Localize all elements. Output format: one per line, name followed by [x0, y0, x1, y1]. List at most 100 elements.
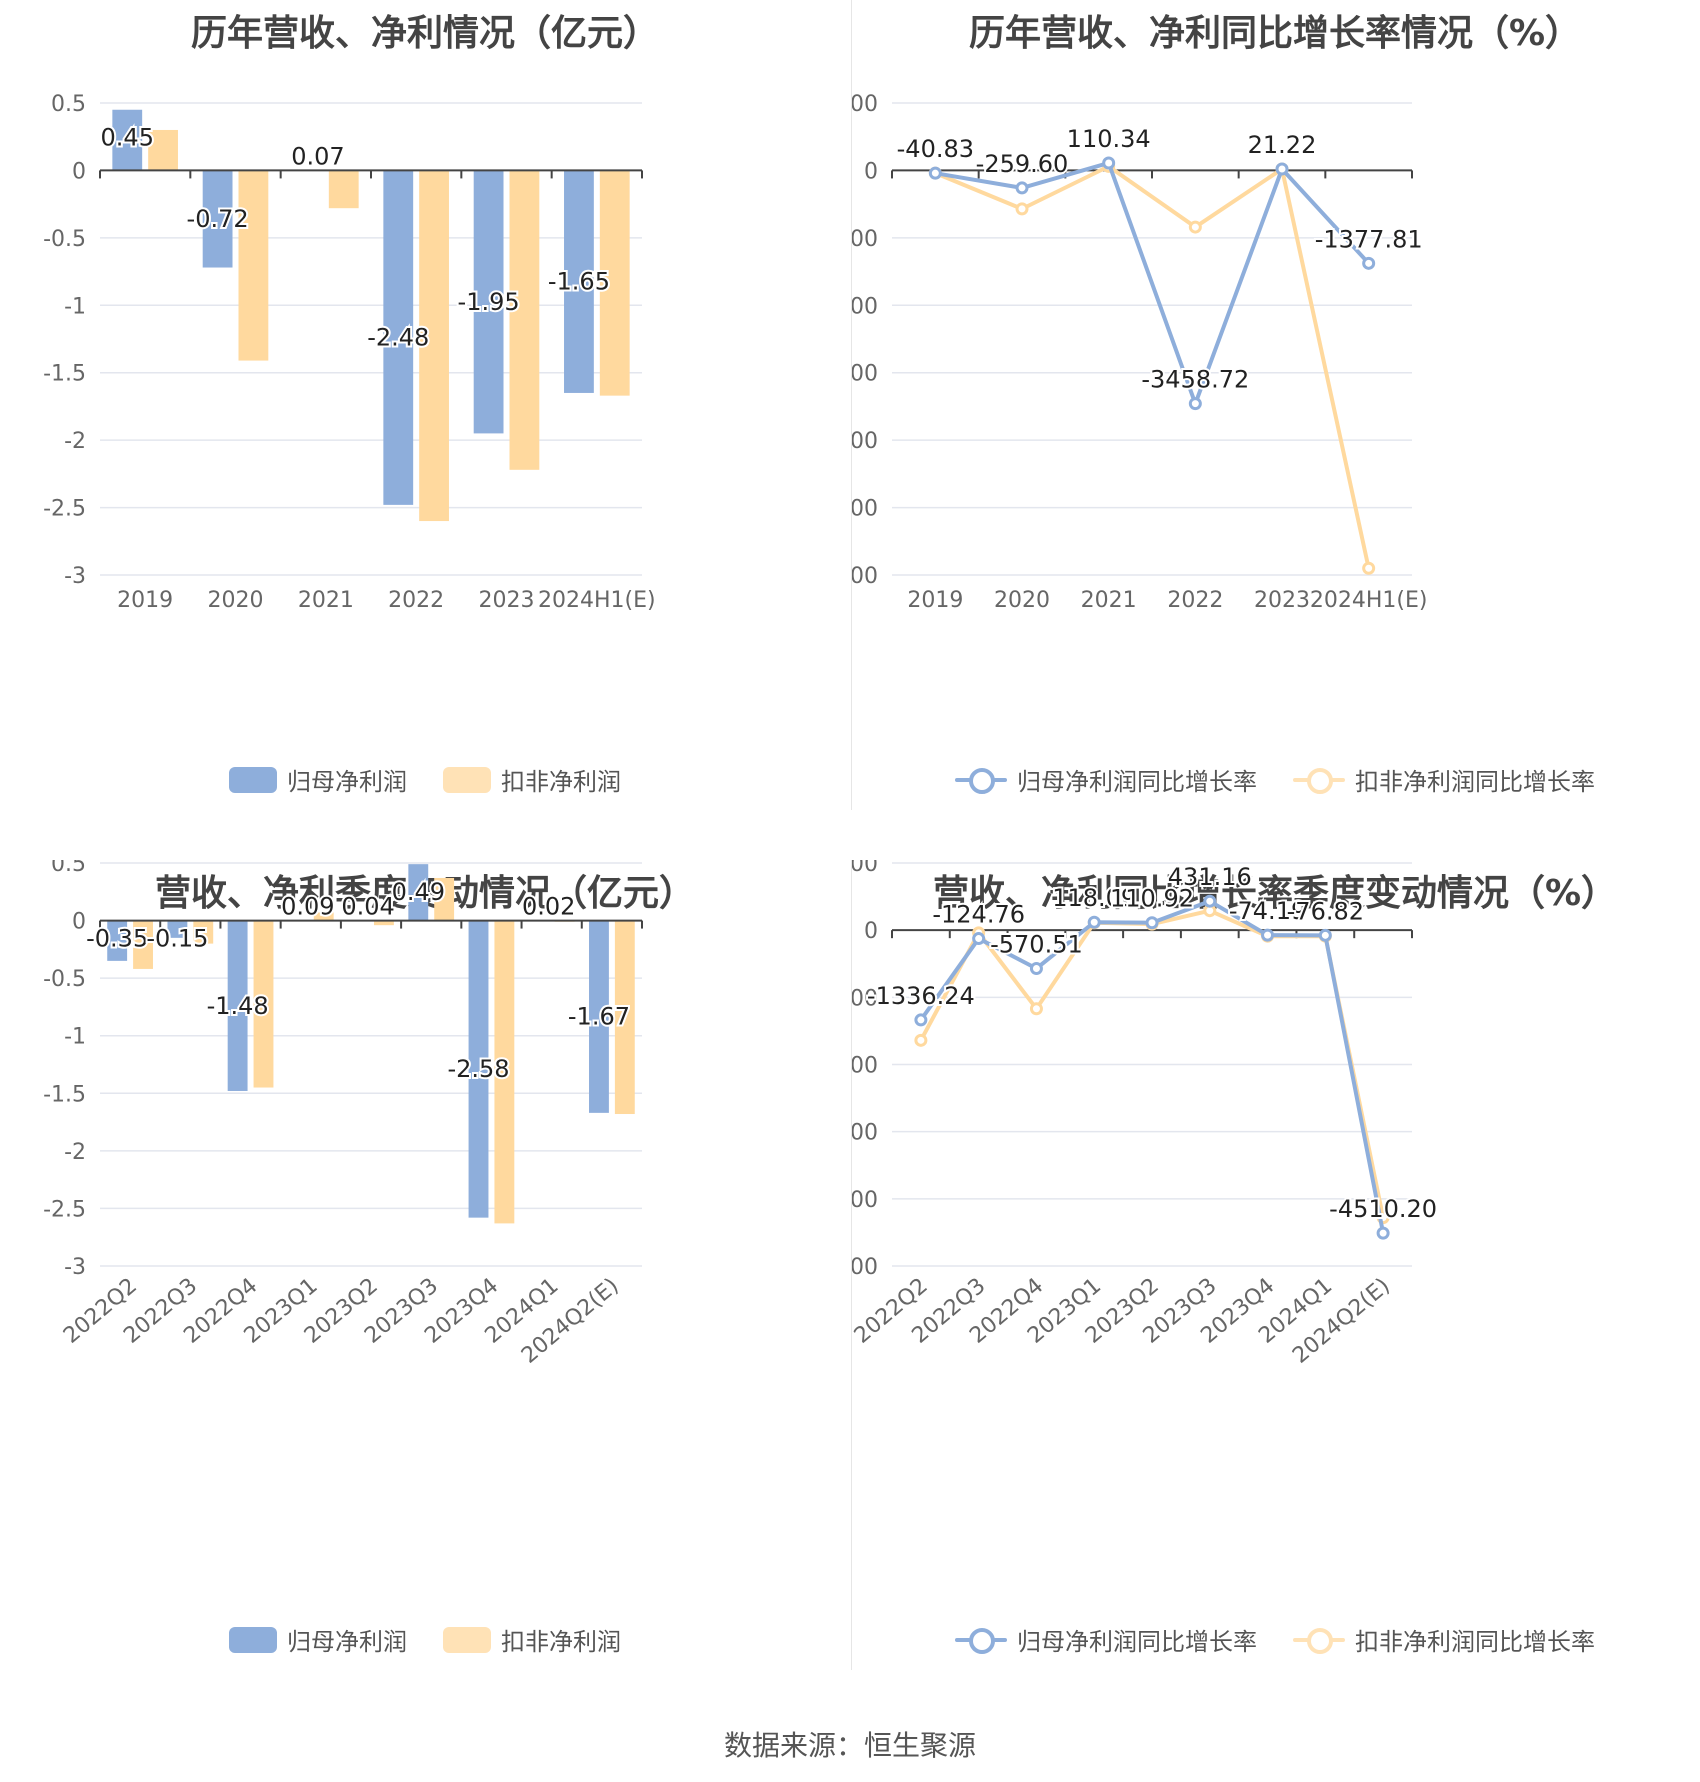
- data-label: 110.34: [1067, 125, 1151, 153]
- y-tick-label: -3: [64, 1255, 86, 1280]
- legend-label: 扣非净利润: [501, 1628, 621, 1656]
- data-label: -2.58: [447, 1055, 509, 1083]
- data-label: -1.48: [207, 992, 269, 1020]
- point-series1: [1376, 1226, 1390, 1240]
- legend-item-series1[interactable]: 归母净利润同比增长率: [955, 1622, 1257, 1657]
- point-series1: [1275, 162, 1289, 176]
- data-label: -4510.20: [1329, 1195, 1437, 1223]
- x-tick-label: 2021: [298, 588, 354, 613]
- point-series1: [1015, 181, 1029, 195]
- x-tick-label: 2024H1(E): [538, 588, 656, 613]
- bar-series2: [494, 920, 515, 1224]
- legend-item-series2[interactable]: 扣非净利润同比增长率: [1293, 1622, 1595, 1657]
- point-series1: [1362, 256, 1376, 270]
- bar-series1: [227, 920, 248, 1091]
- point-series2: [914, 1033, 928, 1047]
- data-label: 0.07: [291, 142, 344, 170]
- data-label: -1336.24: [867, 982, 975, 1010]
- bar-chart-annual-profit: 0.5 0 -0.5 -1 -1.5 -2 -2.5 -3 2019 2020 2021 2022 20…: [43, 92, 656, 613]
- legend-item-series2[interactable]: 扣非净利润: [443, 762, 621, 797]
- point-series2: [1015, 202, 1029, 216]
- chart-panel-annual-growth: 历年营收、净利同比增长率情况（%） 1,000 0 -1,000 -2,000 -3,0…: [850, 0, 1700, 860]
- chart-panel-quarterly-growth: 营收、净利同比增长率季度变动情况（%） 1,000 0 -1,000 -2,000 -3…: [850, 860, 1700, 1720]
- legend-item-series1[interactable]: 归母净利润同比增长率: [955, 762, 1257, 797]
- point-series1: [1145, 916, 1159, 930]
- chart-title: 历年营收、净利同比增长率情况（%）: [968, 13, 1582, 54]
- bar-series2: [313, 912, 334, 921]
- point-series1: [1102, 156, 1116, 170]
- data-label: -1.67: [568, 1003, 630, 1031]
- x-tick-label: 2020: [994, 588, 1050, 613]
- line-series1: [934, 160, 1371, 410]
- point-series2: [1029, 1002, 1043, 1016]
- y-tick-label: 0: [864, 919, 878, 944]
- point-series2: [1188, 220, 1202, 234]
- x-tick-label: 2020: [208, 588, 264, 613]
- data-label: -74.19: [1229, 897, 1306, 925]
- data-label: -124.76: [932, 901, 1025, 929]
- legend: 归母净利润同比增长率 扣非净利润同比增长率: [850, 1622, 1700, 1657]
- x-tick-label: 2022: [1167, 588, 1223, 613]
- legend-item-series1[interactable]: 归母净利润: [229, 1622, 407, 1657]
- y-tick-label: -6,000: [850, 564, 878, 589]
- data-label: -3458.72: [1141, 366, 1249, 394]
- legend-line-icon: [1293, 1627, 1345, 1654]
- legend-swatch: [229, 766, 277, 793]
- legend-swatch: [229, 1626, 277, 1653]
- data-label: -40.83: [897, 135, 974, 163]
- point-series1: [972, 932, 986, 946]
- x-tick-label: 2019: [117, 588, 173, 613]
- legend: 归母净利润 扣非净利润: [0, 762, 850, 797]
- point-series1: [1261, 928, 1275, 942]
- legend-item-series1[interactable]: 归母净利润: [229, 762, 407, 797]
- y-tick-label: -2.5: [43, 1197, 86, 1222]
- y-tick-label: -1.5: [43, 1082, 86, 1107]
- data-label: 0.09: [281, 893, 334, 921]
- point-series1: [1203, 894, 1217, 908]
- y-tick-label: -2,000: [850, 294, 878, 319]
- y-tick-label: 0.5: [51, 92, 86, 117]
- data-label: -1.65: [548, 268, 610, 296]
- chart-title: 营收、净利同比增长率季度变动情况（%）: [932, 873, 1618, 914]
- point-series1: [1188, 397, 1202, 411]
- data-label: -1377.81: [1315, 225, 1423, 253]
- legend-label: 归母净利润: [287, 1628, 407, 1656]
- y-tick-label: 0: [72, 910, 86, 935]
- line-chart-quarterly-growth: 1,0000-1,000-2,000-3,000-4,000-5,0002022…: [850, 860, 1439, 1369]
- y-tick-label: -3,000: [850, 1121, 878, 1146]
- data-label: -570.51: [990, 930, 1083, 958]
- chart-panel-quarterly-profit: 营收、净利季度变动情况（亿元） 0.50-0.5-1-1.5-2-2.5-320…: [0, 860, 850, 1720]
- y-tick-label: -4,000: [850, 429, 878, 454]
- x-tick-label: 2024H1(E): [1310, 588, 1428, 613]
- legend-label: 扣非净利润同比增长率: [1355, 768, 1595, 796]
- bar-series2: [148, 129, 178, 171]
- legend-item-series2[interactable]: 扣非净利润同比增长率: [1293, 762, 1595, 797]
- bar-series2: [374, 920, 394, 926]
- bar-series1: [167, 920, 188, 938]
- point-series1: [914, 1013, 928, 1027]
- legend-item-series2[interactable]: 扣非净利润: [443, 1622, 621, 1657]
- bar-series2: [238, 170, 269, 361]
- data-label: 118.09: [1052, 884, 1136, 912]
- bar-series1: [107, 920, 128, 961]
- y-tick-label: -1.5: [43, 362, 86, 387]
- y-tick-label: -0.5: [43, 967, 86, 992]
- y-tick-label: -2,000: [850, 1054, 878, 1079]
- y-tick-label: 0.5: [51, 860, 86, 877]
- bar-series2: [614, 920, 635, 1115]
- y-tick-label: -3: [64, 564, 86, 589]
- line-series2: [934, 164, 1371, 569]
- legend-label: 归母净利润同比增长率: [1017, 1628, 1257, 1656]
- legend-swatch: [443, 1626, 491, 1653]
- y-tick-label: -3,000: [850, 362, 878, 387]
- y-tick-label: -2: [64, 429, 86, 454]
- x-tick-label: 2023: [479, 588, 535, 613]
- legend: 归母净利润 扣非净利润: [0, 1622, 850, 1657]
- y-tick-label: -5,000: [850, 497, 878, 522]
- data-label: -76.82: [1287, 897, 1364, 925]
- bar-series1: [473, 170, 504, 434]
- bar-series1: [202, 170, 233, 268]
- y-tick-label: -1,000: [850, 986, 878, 1011]
- x-tick-label: 2022: [388, 588, 444, 613]
- bar-series2: [133, 920, 153, 969]
